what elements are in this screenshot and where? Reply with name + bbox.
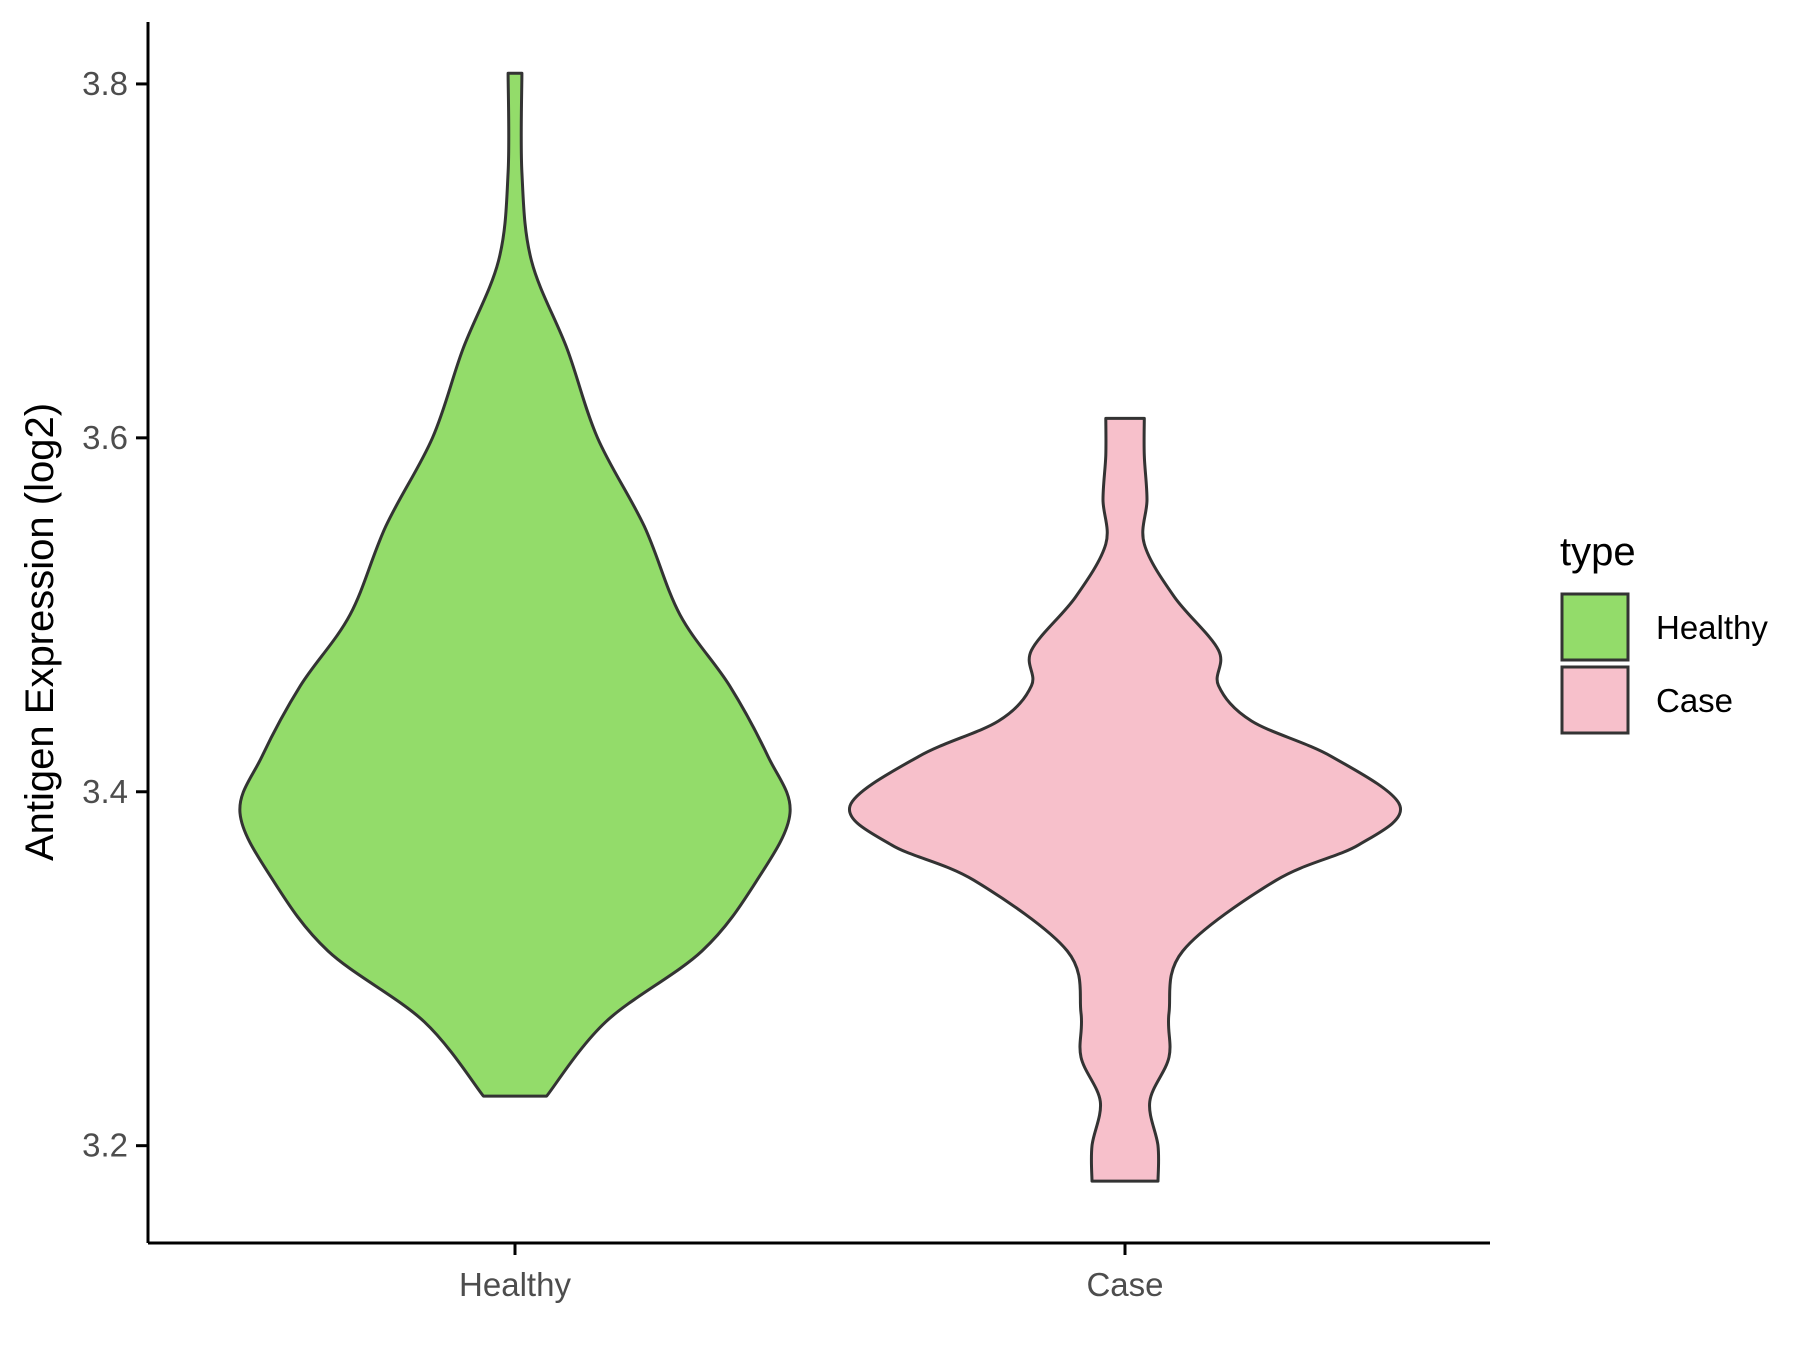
x-tick-label: Healthy <box>459 1266 571 1303</box>
y-tick-label: 3.6 <box>82 419 128 456</box>
x-tick-label: Case <box>1086 1266 1163 1303</box>
legend-label-healthy: Healthy <box>1656 609 1768 646</box>
legend-title: type <box>1560 530 1636 574</box>
x-ticks: Healthy Case <box>459 1243 1164 1303</box>
legend-swatch-case <box>1560 665 1630 735</box>
violin-healthy <box>238 71 792 1098</box>
y-tick-label: 3.4 <box>82 773 128 810</box>
legend-swatch-healthy <box>1560 592 1630 662</box>
y-ticks: 3.2 3.4 3.6 3.8 <box>82 65 148 1164</box>
legend-label-case: Case <box>1656 682 1733 719</box>
y-tick-label: 3.8 <box>82 65 128 102</box>
y-tick-label: 3.2 <box>82 1127 128 1164</box>
y-axis-title: Antigen Expression (log2) <box>18 403 62 861</box>
violin-case <box>848 416 1402 1183</box>
violins <box>238 71 1402 1183</box>
legend: type Healthy Case <box>1560 530 1768 735</box>
